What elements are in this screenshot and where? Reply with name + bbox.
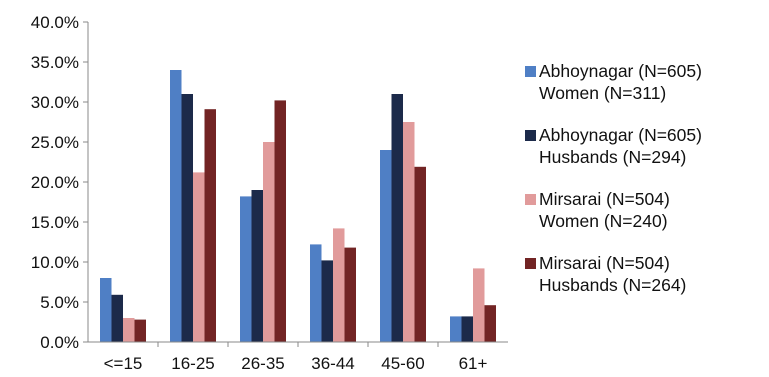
bar-3-26-35 xyxy=(263,142,275,342)
bar-3-61+ xyxy=(473,268,485,342)
y-tick-label: 35.0% xyxy=(31,53,79,72)
legend: Abhoynagar (N=605) Women (N=311) Abhoynaga… xyxy=(525,60,765,316)
bar-chart: 0.0% 5.0% 10.0% 15.0% 20.0% 25.0% 30.0% 35.0% 40… xyxy=(31,13,508,373)
bar-3-<=15 xyxy=(123,318,135,342)
bar-1-<=15 xyxy=(100,278,112,342)
legend-label-line1: Abhoynagar (N=605) xyxy=(539,125,702,145)
legend-label: Abhoynagar (N=605) Husbands (N=294) xyxy=(525,124,765,168)
y-tick-label: 30.0% xyxy=(31,93,79,112)
x-tick-label: 45-60 xyxy=(381,354,424,373)
legend-item: Abhoynagar (N=605) Women (N=311) xyxy=(525,60,765,104)
x-tick-label: 36-44 xyxy=(311,354,354,373)
bar-3-36-44 xyxy=(333,228,345,342)
legend-label-line2: Women (N=240) xyxy=(539,211,668,231)
y-tick-label: 40.0% xyxy=(31,13,79,32)
y-axis-ticks: 0.0% 5.0% 10.0% 15.0% 20.0% 25.0% 30.0% 35.0% 40… xyxy=(31,13,88,352)
bar-2-45-60 xyxy=(391,94,403,342)
bar-4-45-60 xyxy=(414,166,426,342)
legend-label: Mirsarai (N=504) Women (N=240) xyxy=(525,188,765,232)
bar-2-61+ xyxy=(461,316,473,342)
bar-1-26-35 xyxy=(240,196,252,342)
x-axis-ticks: <=15 16-25 26-35 36-44 45-60 61+ xyxy=(104,342,488,373)
legend-label-line2: Husbands (N=264) xyxy=(539,275,687,295)
bar-2-<=15 xyxy=(111,294,123,342)
legend-swatch xyxy=(525,194,536,205)
bar-1-16-25 xyxy=(170,70,182,342)
y-tick-label: 20.0% xyxy=(31,173,79,192)
legend-label-line1: Mirsarai (N=504) xyxy=(539,253,670,273)
legend-item: Abhoynagar (N=605) Husbands (N=294) xyxy=(525,124,765,168)
legend-swatch xyxy=(525,66,536,77)
legend-label: Abhoynagar (N=605) Women (N=311) xyxy=(525,60,765,104)
y-tick-label: 10.0% xyxy=(31,253,79,272)
bar-4-26-35 xyxy=(274,100,286,343)
bar-4-<=15 xyxy=(134,319,146,342)
legend-item: Mirsarai (N=504) Women (N=240) xyxy=(525,188,765,232)
legend-item: Mirsarai (N=504) Husbands (N=264) xyxy=(525,252,765,296)
bar-2-26-35 xyxy=(251,190,263,342)
x-tick-label: 16-25 xyxy=(171,354,214,373)
y-tick-label: 15.0% xyxy=(31,213,79,232)
bars xyxy=(100,70,496,343)
legend-label: Mirsarai (N=504) Husbands (N=264) xyxy=(525,252,765,296)
legend-label-line2: Women (N=311) xyxy=(539,83,667,103)
bar-1-61+ xyxy=(450,316,462,342)
legend-swatch xyxy=(525,130,536,141)
legend-swatch xyxy=(525,258,536,269)
bar-2-16-25 xyxy=(181,94,193,342)
bar-4-16-25 xyxy=(204,109,216,342)
y-tick-label: 25.0% xyxy=(31,133,79,152)
y-tick-label: 0.0% xyxy=(40,333,79,352)
legend-label-line2: Husbands (N=294) xyxy=(539,147,687,167)
bar-4-36-44 xyxy=(344,247,356,342)
bar-2-36-44 xyxy=(321,260,333,342)
bar-4-61+ xyxy=(484,305,496,342)
x-tick-label: 26-35 xyxy=(241,354,284,373)
x-tick-label: <=15 xyxy=(104,354,143,373)
y-tick-label: 5.0% xyxy=(40,293,79,312)
legend-label-line1: Abhoynagar (N=605) xyxy=(539,61,702,81)
bar-1-45-60 xyxy=(380,150,392,342)
bar-3-16-25 xyxy=(193,172,205,342)
legend-label-line1: Mirsarai (N=504) xyxy=(539,189,670,209)
bar-1-36-44 xyxy=(310,244,322,342)
bar-3-45-60 xyxy=(403,122,415,342)
x-tick-label: 61+ xyxy=(459,354,488,373)
